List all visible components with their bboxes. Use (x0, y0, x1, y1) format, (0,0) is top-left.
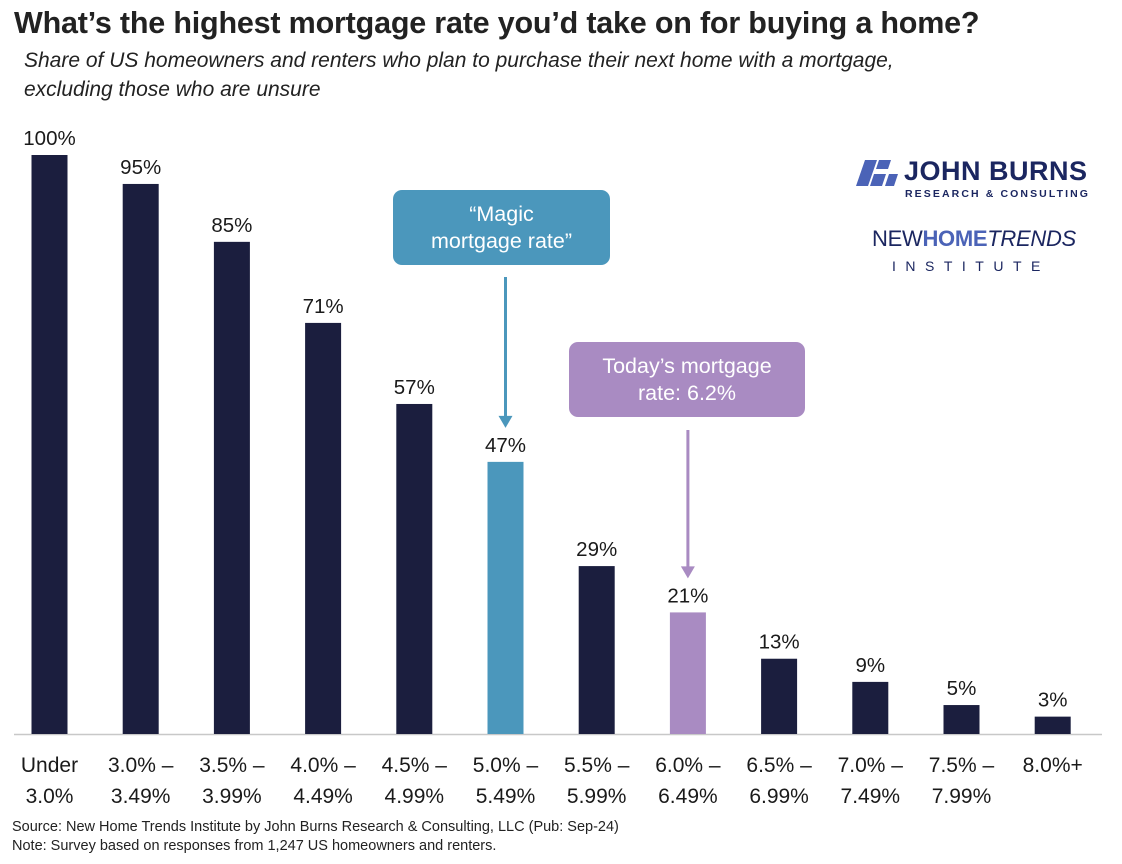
john-burns-mark-icon (856, 160, 898, 186)
bar-6 (578, 566, 615, 734)
bar-10 (943, 705, 980, 734)
data-label-11: 3% (1038, 689, 1068, 712)
nhti-trends: TRENDS (987, 226, 1076, 251)
tick-label-2-0: 3.5% – (199, 754, 265, 777)
survey-note: Note: Survey based on responses from 1,2… (12, 838, 497, 854)
data-label-7: 21% (667, 584, 708, 607)
bar-4 (396, 403, 433, 734)
bar-7 (669, 612, 706, 734)
tick-label-8-0: 6.5% – (746, 754, 812, 777)
tick-label-7-0: 6.0% – (655, 754, 721, 777)
annotation-today-text-1: rate: 6.2% (638, 381, 736, 405)
nhti-wordmark: NEWHOMETRENDS (872, 226, 1076, 252)
data-label-3: 71% (303, 295, 344, 318)
tick-label-5-1: 5.49% (476, 785, 536, 808)
tick-label-11-0: 8.0%+ (1023, 754, 1083, 777)
nhti-home: HOME (922, 226, 988, 251)
tick-label-2-1: 3.99% (202, 785, 262, 808)
bar-0 (31, 155, 68, 734)
john-burns-name: JOHN BURNS (904, 156, 1088, 186)
annotation-today-text-0: Today’s mortgage (602, 354, 771, 378)
data-label-2: 85% (211, 214, 252, 237)
bar-3 (305, 322, 342, 734)
data-label-0: 100% (23, 127, 75, 150)
tick-label-4-1: 4.99% (385, 785, 445, 808)
annotation-today-box (569, 342, 805, 417)
annotation-magic-text-1: mortgage rate” (431, 229, 572, 253)
data-label-10: 5% (947, 677, 977, 700)
chart-title: What’s the highest mortgage rate you’d t… (14, 6, 980, 40)
data-label-9: 9% (855, 654, 885, 677)
chart-subtitle: Share of US homeowners and renters who p… (24, 46, 1104, 104)
tick-label-10-0: 7.5% – (929, 754, 995, 777)
nhti-tagline: INSTITUTE (892, 258, 1050, 274)
bar-11 (1034, 716, 1071, 734)
annotation-magic-arrowhead (498, 415, 513, 428)
tick-label-3-0: 4.0% – (290, 754, 356, 777)
data-label-5: 47% (485, 434, 526, 457)
tick-label-10-1: 7.99% (932, 785, 992, 808)
tick-label-1-1: 3.49% (111, 785, 171, 808)
tick-label-1-0: 3.0% – (108, 754, 174, 777)
john-burns-logo: JOHN BURNS RESEARCH & CONSULTING (856, 156, 1106, 206)
new-home-trends-logo: NEWHOMETRENDS INSTITUTE (870, 226, 1110, 276)
tick-label-3-1: 4.49% (293, 785, 353, 808)
tick-label-6-0: 5.5% – (564, 754, 630, 777)
data-label-8: 13% (759, 631, 800, 654)
bar-8 (761, 658, 798, 734)
data-label-4: 57% (394, 376, 435, 399)
tick-label-0-0: Under (21, 754, 78, 777)
john-burns-tagline: RESEARCH & CONSULTING (905, 188, 1091, 200)
bar-1 (122, 183, 159, 734)
subtitle-line-1: Share of US homeowners and renters who p… (24, 49, 894, 72)
tick-label-0-1: 3.0% (26, 785, 74, 808)
source-note: Source: New Home Trends Institute by Joh… (12, 819, 619, 835)
bar-2 (213, 241, 250, 734)
tick-label-4-0: 4.5% – (382, 754, 448, 777)
annotation-magic-box (393, 190, 610, 265)
subtitle-line-2: excluding those who are unsure (24, 78, 321, 101)
tick-label-9-0: 7.0% – (838, 754, 904, 777)
tick-label-7-1: 6.49% (658, 785, 718, 808)
bar-9 (852, 681, 889, 734)
data-label-6: 29% (576, 538, 617, 561)
nhti-new: NEW (872, 226, 923, 251)
footer: Source: New Home Trends Institute by Joh… (12, 818, 619, 856)
annotation-magic-text-0: “Magic (469, 202, 534, 226)
tick-label-9-1: 7.49% (841, 785, 901, 808)
tick-label-8-1: 6.99% (749, 785, 809, 808)
data-label-1: 95% (120, 156, 161, 179)
bar-5 (487, 461, 524, 734)
annotation-today-arrowhead (680, 566, 695, 579)
tick-label-5-0: 5.0% – (473, 754, 539, 777)
tick-label-6-1: 5.99% (567, 785, 627, 808)
